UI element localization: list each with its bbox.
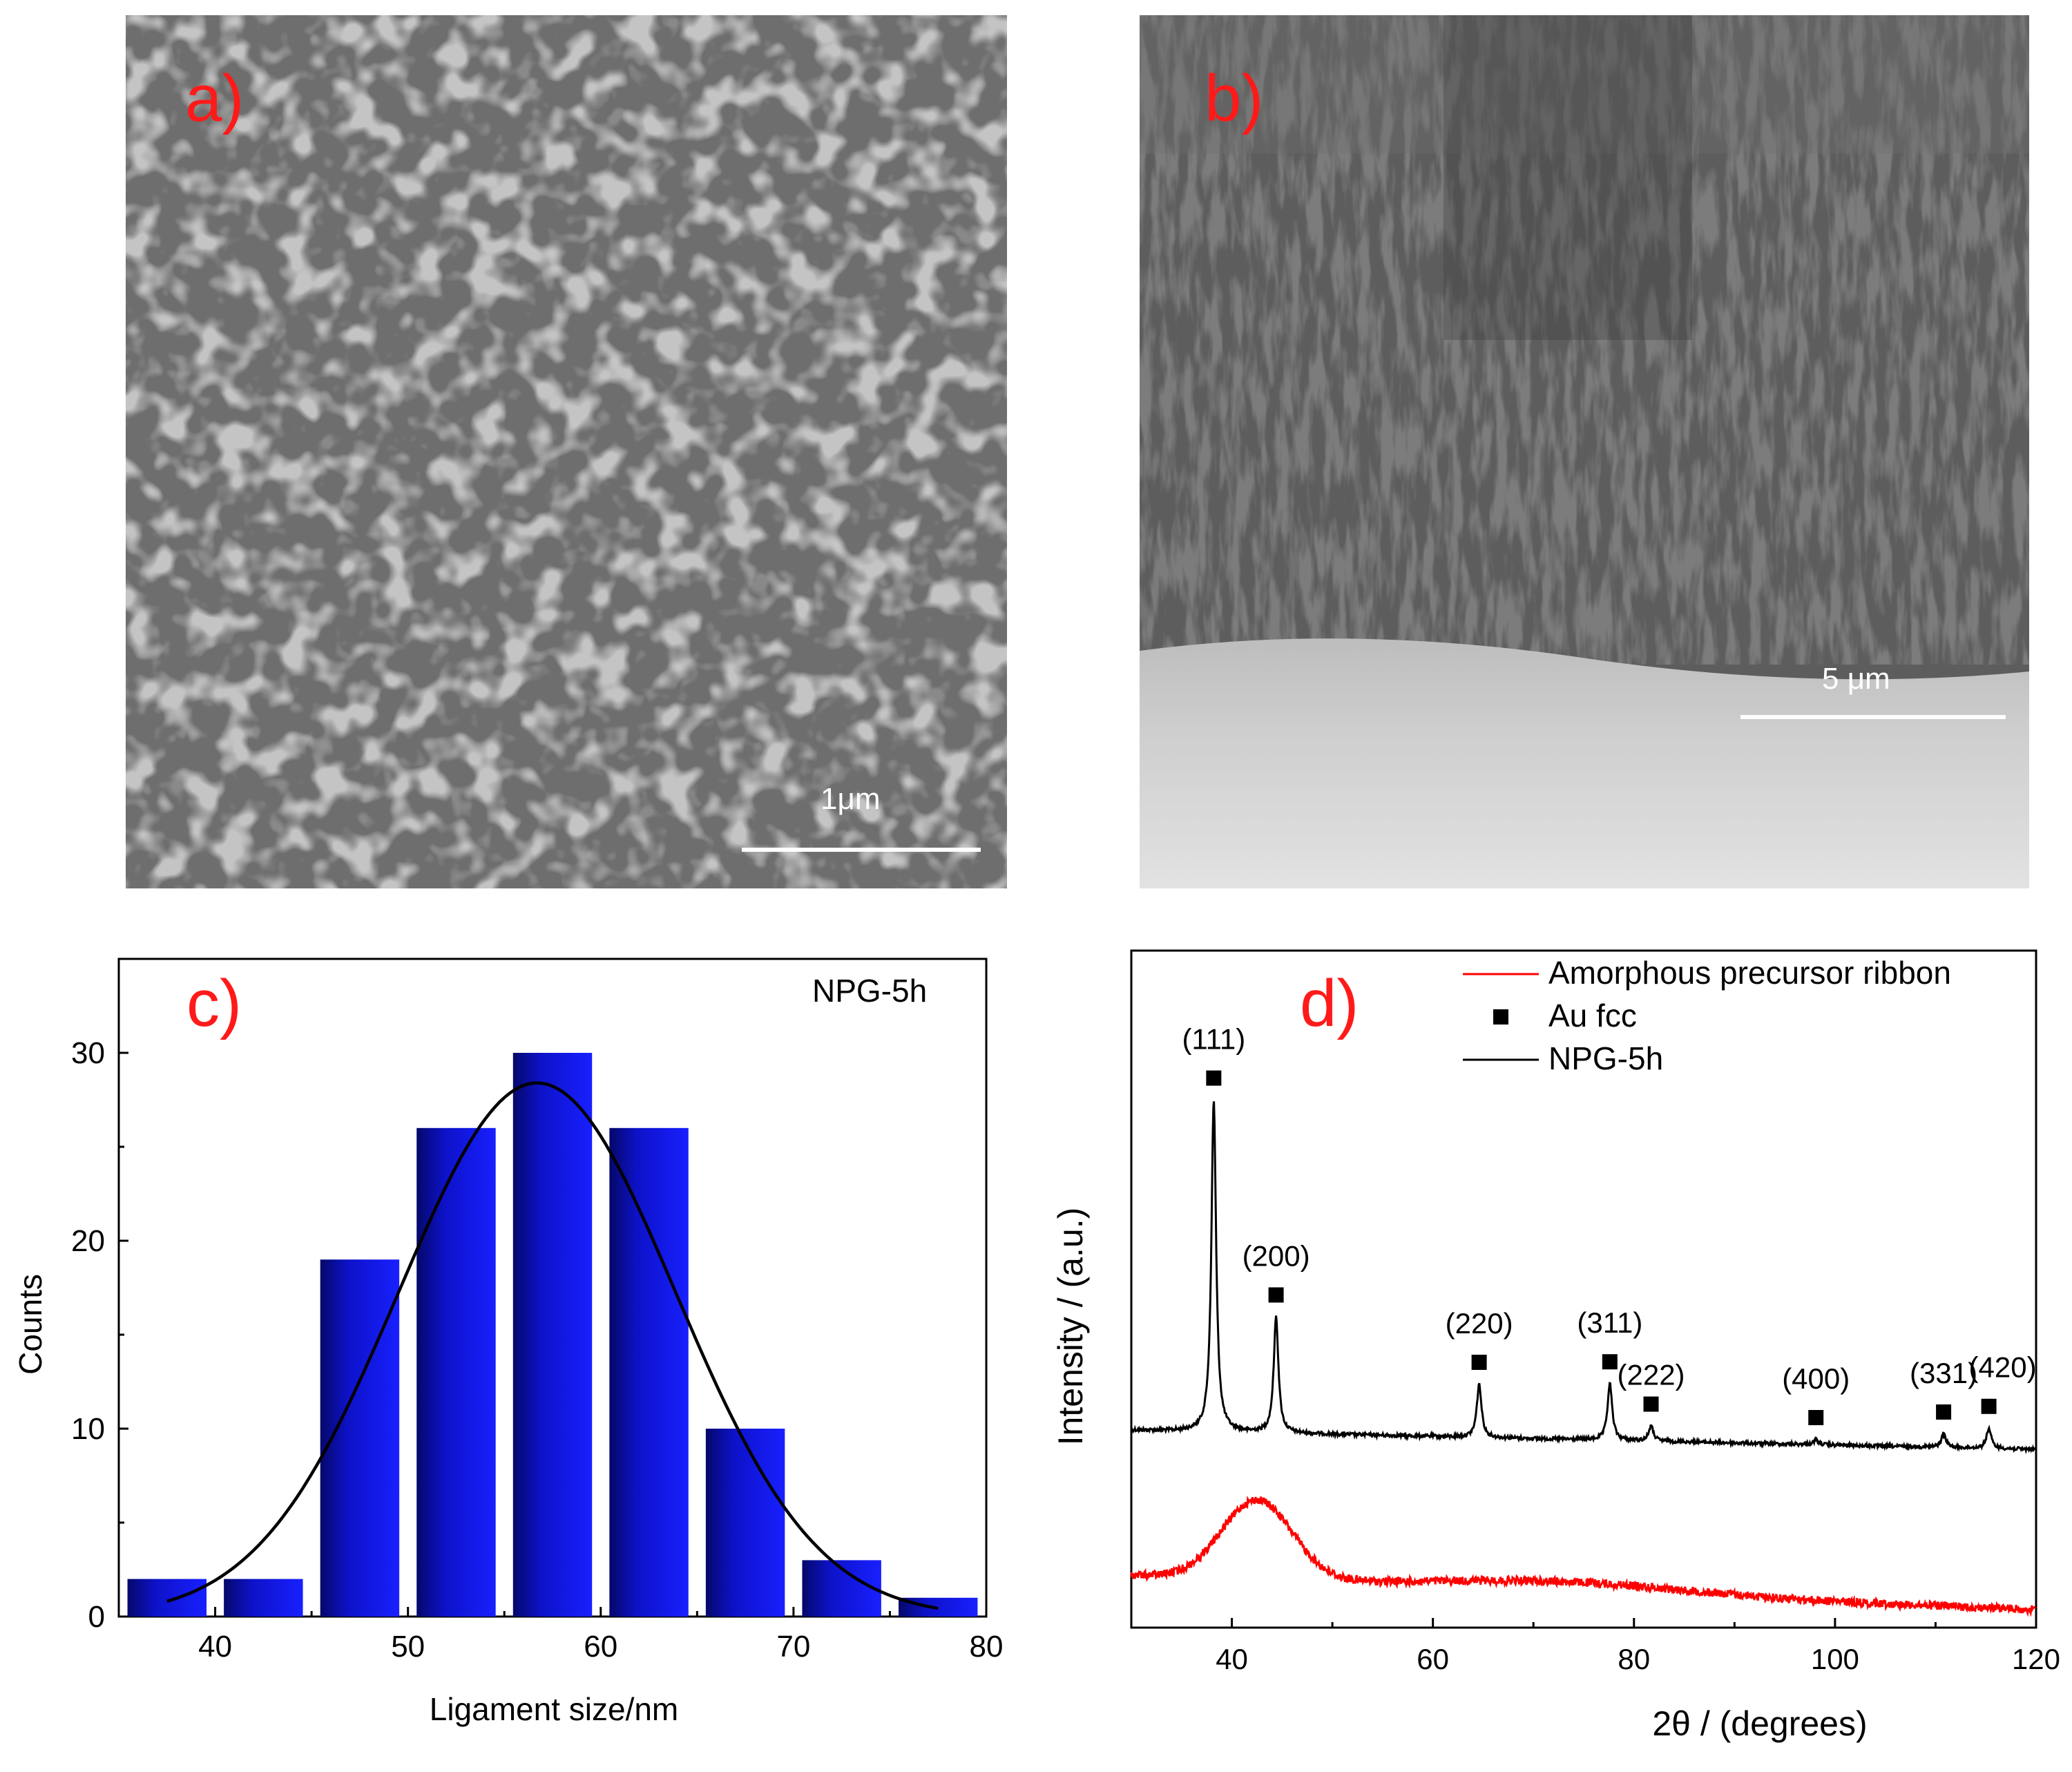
au-fcc-marker: [1981, 1398, 1997, 1414]
peak-label-hkl: (400): [1782, 1362, 1850, 1395]
scale-bar-label-a: 1μm: [821, 782, 881, 816]
au-fcc-marker: [1808, 1409, 1824, 1425]
histogram-bar: [512, 1053, 593, 1617]
panel-label-a: a): [185, 61, 244, 135]
legend-marker-swatch: [1493, 1009, 1508, 1025]
y-tick-label-c: 10: [71, 1412, 105, 1446]
y-tick-label-c: 20: [71, 1224, 105, 1258]
peak-label-hkl: (200): [1243, 1239, 1310, 1272]
sem-texture-a: [126, 15, 1007, 888]
au-fcc-marker: [1268, 1287, 1284, 1303]
y-tick-label-c: 30: [71, 1036, 105, 1070]
legend-label: NPG-5h: [1548, 1040, 1663, 1076]
scale-bar-label-b: 5 μm: [1822, 662, 1890, 696]
legend-label: Au fcc: [1548, 998, 1637, 1033]
xrd-line-amorphous-precursor: [1130, 1495, 2036, 1617]
peak-label-hkl: (420): [1969, 1351, 2037, 1384]
peak-label-hkl: (222): [1617, 1358, 1685, 1391]
peak-label-hkl: (220): [1446, 1307, 1513, 1340]
x-tick-label-d: 100: [1811, 1643, 1859, 1675]
x-tick-label-d: 80: [1618, 1643, 1650, 1675]
y-tick-label-c: 0: [88, 1600, 105, 1634]
peak-label-hkl: (311): [1577, 1306, 1642, 1339]
sem-image-b: b) 5 μm: [1140, 15, 2029, 888]
x-tick-label-d: 40: [1216, 1643, 1248, 1675]
histogram-chart-c: 40 50 60 70 80 0 10 20 30 c) NPG-5h Ligament siz…: [12, 958, 1004, 1727]
au-fcc-marker: [1602, 1354, 1618, 1370]
x-tick-label-d: 120: [2012, 1643, 2060, 1675]
xrd-line-npg-5h: [1130, 1101, 2036, 1455]
histogram-bar: [705, 1429, 785, 1617]
y-axis-label-c: Counts: [12, 1274, 48, 1375]
au-fcc-marker: [1643, 1396, 1659, 1412]
au-fcc-marker: [1206, 1070, 1222, 1086]
plot-area-d: (111) (200) (220) (311) (222) (400) (331)(420)…: [1130, 949, 2060, 1675]
sem-image-a: a) 1μm: [126, 15, 1007, 888]
x-tick-label-c: 60: [584, 1630, 617, 1664]
annotation-c: NPG-5h: [812, 973, 927, 1009]
histogram-bar: [127, 1579, 207, 1617]
panel-label-b: b): [1205, 61, 1264, 135]
legend-label: Amorphous precursor ribbon: [1548, 955, 1951, 991]
au-fcc-marker: [1936, 1404, 1952, 1420]
au-fcc-marker: [1471, 1354, 1487, 1370]
panel-label-c: c): [186, 966, 242, 1040]
y-axis-label-d: Intensity / (a.u.): [1051, 1208, 1090, 1446]
peak-label-hkl: (331): [1910, 1357, 1977, 1389]
x-tick-label-d: 60: [1417, 1643, 1449, 1675]
peak-label-hkl: (111): [1182, 1023, 1245, 1056]
scale-bar-a: [742, 848, 981, 852]
sem-texture-b: [1140, 15, 2029, 888]
histogram-bar: [224, 1579, 303, 1617]
x-tick-label-c: 50: [391, 1630, 425, 1664]
panel-label-d: d): [1300, 966, 1359, 1040]
scale-bar-b: [1740, 715, 2006, 719]
gaussian-fit-line: [166, 1081, 939, 1610]
legend-d: Amorphous precursor ribbon Au fcc NPG-5h: [1463, 955, 1951, 1076]
plot-frame-d: [1130, 949, 2037, 1629]
x-tick-label-c: 70: [776, 1630, 810, 1664]
x-tick-label-c: 80: [970, 1630, 1004, 1664]
x-tick-label-c: 40: [198, 1630, 232, 1664]
xrd-chart-d: (111) (200) (220) (311) (222) (400) (331)(420)…: [1051, 949, 2060, 1743]
histogram-bar: [609, 1127, 689, 1617]
x-axis-label-c: Ligament size/nm: [430, 1691, 679, 1727]
x-axis-label-d: 2θ / (degrees): [1652, 1704, 1867, 1743]
plot-area-c: 40 50 60 70 80 0 10 20 30: [71, 958, 1004, 1664]
histogram-bar: [416, 1127, 496, 1617]
